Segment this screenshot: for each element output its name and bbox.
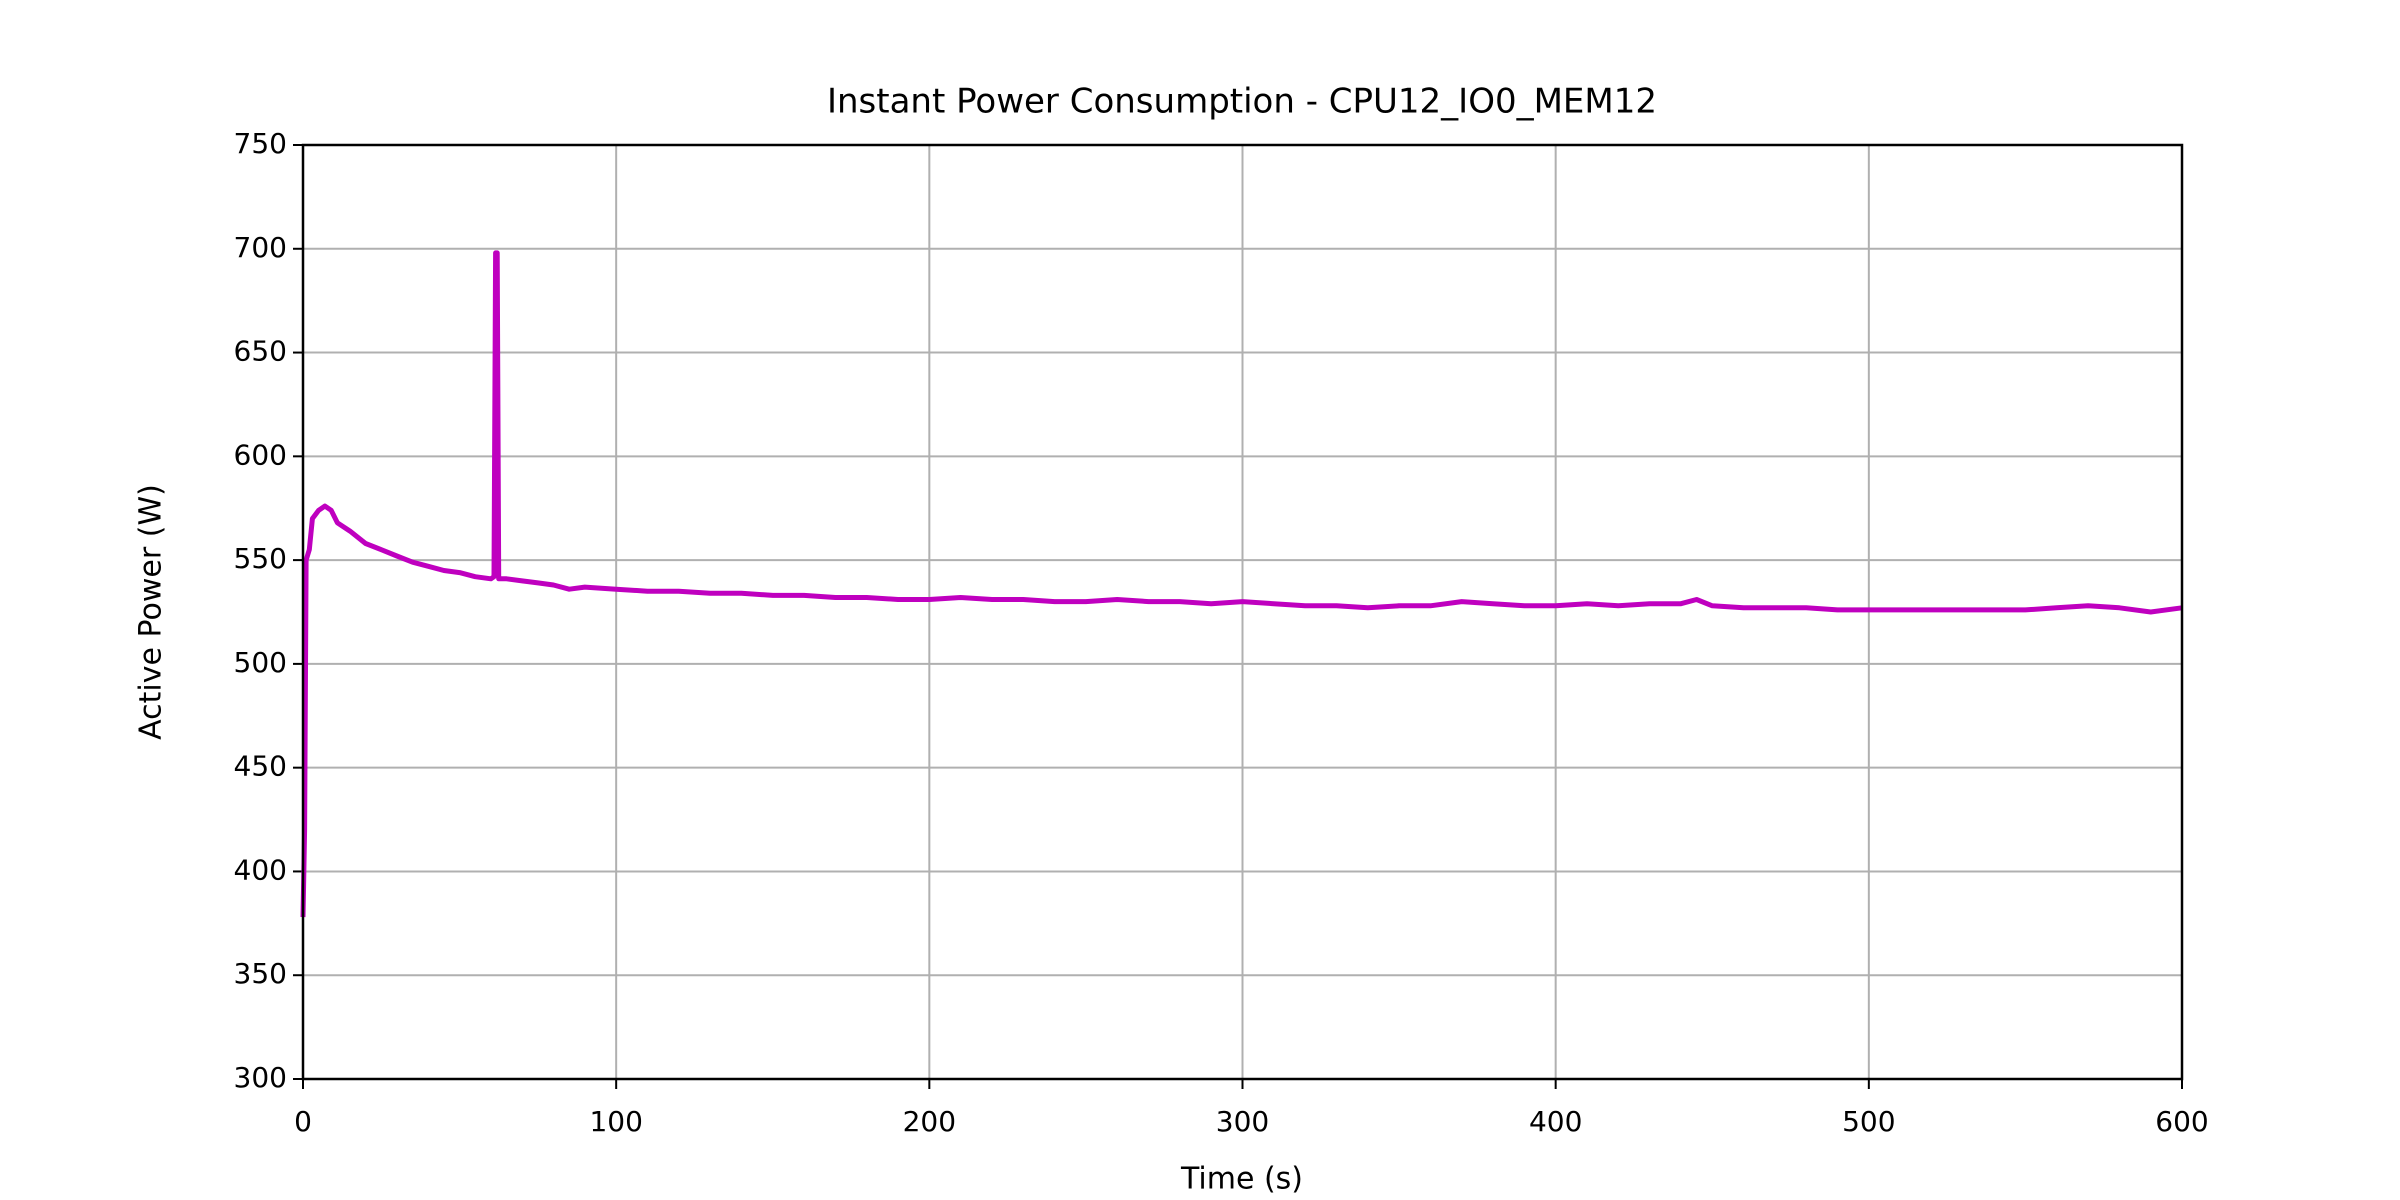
chart-title: Instant Power Consumption - CPU12_IO0_ME…	[827, 82, 1657, 122]
y-axis-label: Active Power (W)	[134, 484, 169, 740]
x-tick-label: 500	[1842, 1105, 1895, 1138]
y-tick-label: 450	[234, 750, 287, 783]
y-tick-label: 700	[234, 231, 287, 264]
y-tick-label: 400	[234, 853, 287, 886]
y-tick-label: 750	[234, 127, 287, 160]
x-tick-label: 600	[2155, 1105, 2208, 1138]
data-line	[300, 250, 2183, 918]
y-tick-label: 650	[234, 335, 287, 368]
y-tick-label: 300	[234, 1061, 287, 1094]
x-tick-label: 300	[1216, 1105, 1269, 1138]
y-tick-label: 500	[234, 646, 287, 679]
plot-frame	[301, 143, 2184, 1081]
x-tick-label: 0	[294, 1105, 312, 1138]
x-tick-label: 100	[589, 1105, 642, 1138]
y-tick-label: 550	[234, 542, 287, 575]
x-axis-label: Time (s)	[1180, 1162, 1303, 1197]
y-tick-label: 350	[234, 957, 287, 990]
x-tick-label: 400	[1529, 1105, 1582, 1138]
x-tick-label: 200	[903, 1105, 956, 1138]
y-tick-label: 600	[234, 438, 287, 471]
